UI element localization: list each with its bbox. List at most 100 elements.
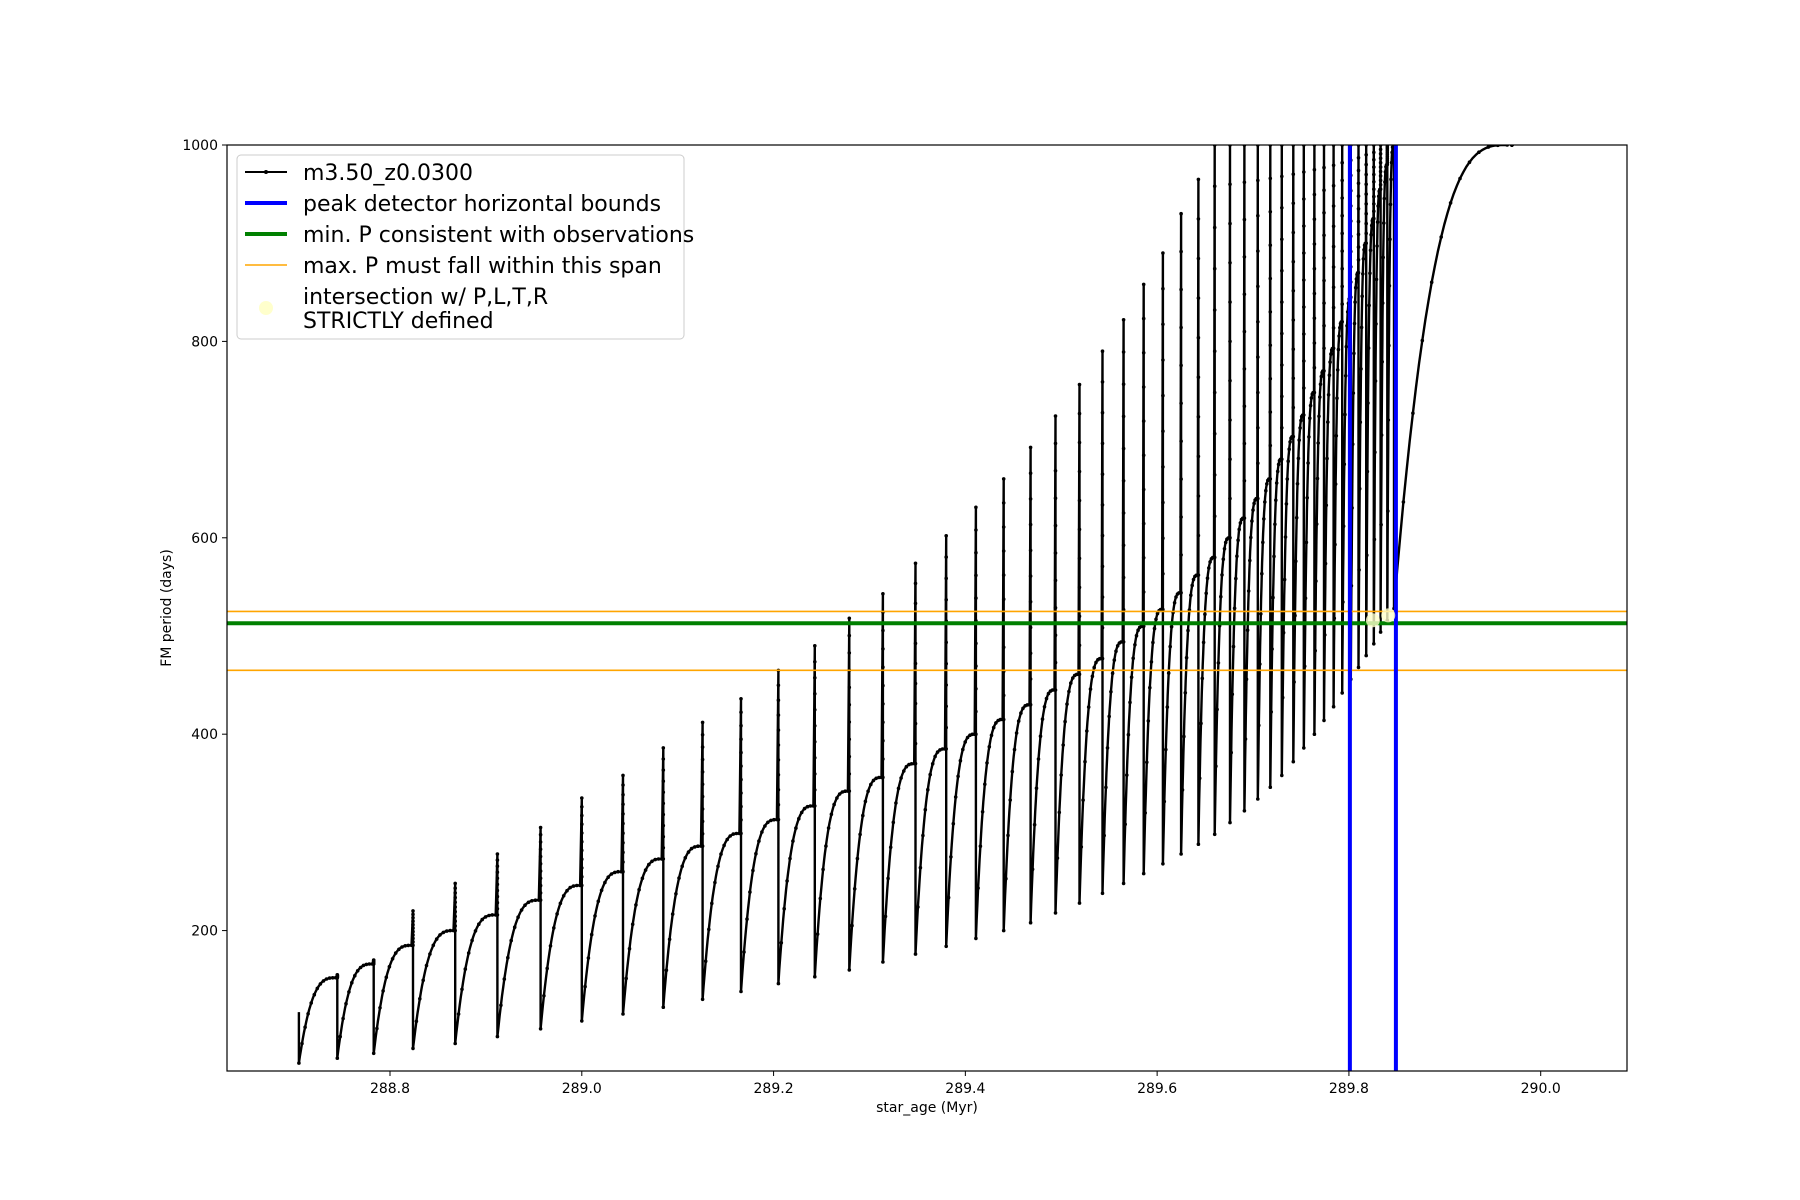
series-point <box>944 747 948 751</box>
series-point <box>1352 351 1356 356</box>
series-point <box>495 900 500 905</box>
series-point <box>1236 538 1240 542</box>
series-point <box>441 930 446 935</box>
series-point <box>1337 334 1341 338</box>
series-point <box>1372 157 1376 162</box>
series-point <box>1077 643 1082 648</box>
series-point <box>974 573 978 578</box>
series-point <box>1105 746 1110 750</box>
series-point <box>661 768 666 772</box>
series-point <box>1196 256 1201 261</box>
series-point <box>434 937 439 941</box>
series-point <box>1028 677 1033 681</box>
series-point <box>963 740 967 744</box>
series-point <box>909 762 914 766</box>
series-point <box>739 777 743 782</box>
series-point <box>1368 248 1373 253</box>
y-tick-label: 200 <box>191 924 218 940</box>
series-point <box>1322 256 1326 260</box>
series-point <box>1280 206 1284 210</box>
series-point <box>700 997 705 1002</box>
series-point <box>776 698 781 702</box>
series-point <box>580 857 584 861</box>
series-point <box>946 895 951 900</box>
series-point <box>315 986 320 991</box>
series-point <box>640 876 645 881</box>
series-point <box>647 862 651 867</box>
series-point <box>411 912 415 917</box>
series-point <box>1365 553 1369 557</box>
series-point <box>1212 225 1217 230</box>
series-point <box>538 891 543 895</box>
series-point <box>1323 633 1327 637</box>
series-point <box>1141 316 1146 321</box>
series-point <box>661 746 666 750</box>
series-point <box>621 792 625 797</box>
series-point <box>1161 536 1165 540</box>
series-point <box>621 773 625 778</box>
series-point <box>802 806 807 811</box>
series-point <box>700 844 705 848</box>
series-point <box>913 761 918 766</box>
series-point <box>1114 649 1118 653</box>
series-point <box>700 819 705 824</box>
series-point <box>495 858 500 862</box>
series-point <box>1314 522 1319 526</box>
series-point <box>956 774 960 779</box>
series-point <box>1179 249 1183 254</box>
series-point <box>944 661 948 666</box>
series-point <box>1322 278 1326 283</box>
series-point <box>1174 595 1178 599</box>
series-point <box>502 977 507 981</box>
series-point <box>974 732 978 736</box>
series-point <box>821 867 825 872</box>
series-point <box>1042 705 1047 709</box>
series-point <box>1134 633 1139 638</box>
series-point <box>1028 574 1033 578</box>
series-point <box>1329 352 1333 356</box>
series-point <box>881 738 885 743</box>
legend-box <box>236 154 685 340</box>
series-point <box>776 758 781 762</box>
series-point <box>1294 559 1298 564</box>
series-point <box>327 976 332 980</box>
series-point <box>1257 723 1261 728</box>
series-point <box>1305 496 1309 500</box>
series-point <box>545 966 549 971</box>
series-point <box>1212 390 1217 395</box>
series-point <box>788 856 792 861</box>
series-point <box>1028 600 1033 604</box>
series-point <box>1141 556 1146 560</box>
series-point <box>1322 323 1326 328</box>
series-point <box>599 888 604 893</box>
series-point <box>1365 469 1370 474</box>
series-point <box>418 997 422 1001</box>
series-point <box>808 804 813 808</box>
series-point <box>306 1012 310 1016</box>
series-point <box>935 750 940 754</box>
series-point <box>686 850 691 854</box>
series-point <box>1263 500 1267 504</box>
series-point <box>1215 707 1219 712</box>
series-point <box>1316 441 1320 445</box>
series-point <box>1077 614 1082 619</box>
series-point <box>1179 401 1183 406</box>
series-point <box>1369 223 1374 228</box>
series-point <box>1331 224 1336 229</box>
series-point <box>904 764 909 769</box>
series-point <box>411 940 415 944</box>
series-point <box>1125 773 1129 777</box>
series-point <box>1270 647 1274 651</box>
series-point <box>1268 176 1273 181</box>
series-point <box>693 845 697 849</box>
series-point <box>1313 648 1317 653</box>
series-point <box>538 847 543 852</box>
series-point <box>1364 241 1368 245</box>
series-point <box>700 745 705 749</box>
series-point <box>829 812 834 817</box>
series-point <box>1291 759 1296 764</box>
series-point <box>1001 717 1006 722</box>
series-point <box>1364 221 1368 226</box>
series-point <box>881 720 885 725</box>
series-point <box>847 772 852 776</box>
